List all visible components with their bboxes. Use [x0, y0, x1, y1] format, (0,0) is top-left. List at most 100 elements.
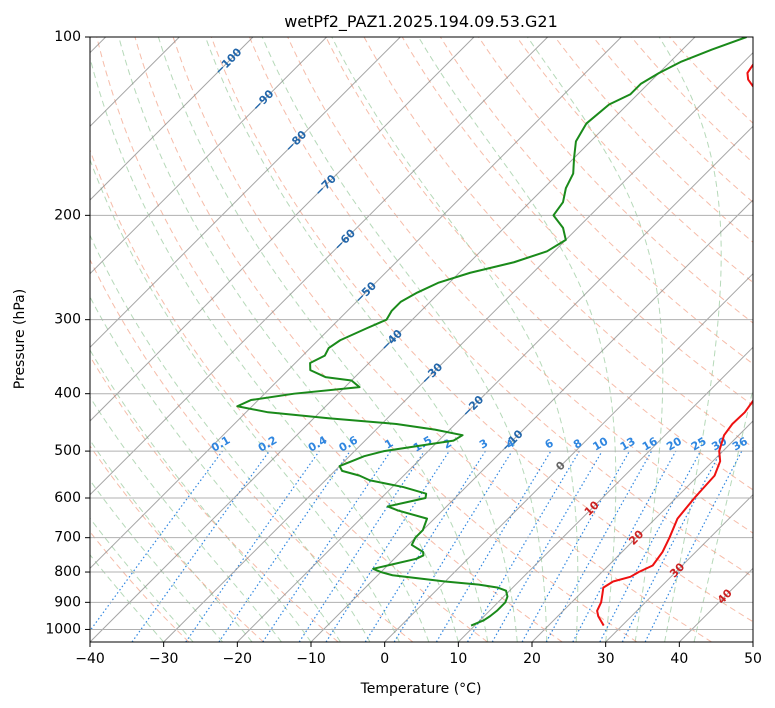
- mixing-ratio-lines: [90, 450, 743, 642]
- isotherm: [236, 125, 753, 642]
- mixing-ratio-line: [599, 450, 702, 642]
- dry-adiabat: [90, 445, 264, 642]
- dry-adiabat: [478, 37, 753, 324]
- dry-adiabat: [134, 37, 638, 642]
- x-tick-label: 0: [380, 651, 389, 667]
- dry-adiabat: [172, 37, 712, 642]
- dry-adiabat: [363, 37, 753, 448]
- mixing-ratio-line: [521, 450, 631, 642]
- isotherms: [90, 37, 753, 642]
- moist-adiabat: [90, 158, 400, 642]
- pressure-gridlines: [90, 37, 753, 630]
- y-tick-label: 100: [54, 29, 81, 45]
- moist-adiabat: [331, 37, 579, 642]
- chart-title: wetPf2_PAZ1.2025.194.09.53.G21: [284, 12, 558, 32]
- isotherm: [90, 37, 622, 570]
- isotherm: [90, 37, 549, 496]
- dry-adiabat: [90, 258, 414, 642]
- mixing-ratio-line: [364, 450, 486, 642]
- mixing-ratio-line: [325, 450, 450, 642]
- isotherm: [310, 199, 753, 642]
- isotherm: [678, 567, 753, 642]
- moist-adiabat: [204, 37, 518, 642]
- dry-adiabat: [592, 37, 753, 203]
- dry-adiabat: [96, 37, 563, 642]
- mixing-ratio-line: [298, 450, 425, 642]
- y-tick-label: 300: [54, 312, 81, 328]
- isotherm: [384, 272, 753, 642]
- dry-adiabat: [325, 37, 753, 491]
- mixing-ratio-label: 2: [441, 437, 454, 452]
- dry-adiabat: [90, 530, 190, 642]
- isotherm: [752, 641, 753, 642]
- moist-adiabat: [90, 55, 430, 642]
- x-tick-label: 20: [523, 651, 541, 667]
- moist-adiabats: [90, 37, 753, 642]
- y-axis: 100 200 300 400 500 600 700 800 900 1000: [45, 29, 90, 637]
- mixing-ratio-line: [185, 450, 320, 642]
- isotherm: [90, 37, 254, 201]
- isotherm: [531, 420, 753, 642]
- isotherm: [90, 37, 328, 275]
- mixing-ratio-line: [466, 450, 580, 642]
- x-tick-label: −10: [296, 651, 326, 667]
- mixing-ratio-line: [90, 450, 223, 632]
- mixing-ratio-line: [491, 450, 603, 642]
- plot-frame: [89, 36, 754, 643]
- moist-adiabat: [418, 37, 617, 642]
- dry-adiabat: [516, 37, 753, 284]
- mixing-ratio-line: [572, 450, 677, 642]
- isotherm: [90, 37, 696, 642]
- mixing-ratio-line: [435, 450, 552, 642]
- isotherm-labels: −100−90−80−70−60−50−40−30−20−100: [213, 45, 569, 473]
- dry-adiabat: [669, 37, 753, 124]
- mixing-ratio-line: [131, 450, 270, 642]
- dewpoint-line: [236, 37, 747, 627]
- moist-adiabat: [118, 37, 459, 642]
- y-tick-label: 500: [54, 443, 81, 459]
- moist-adiabat: [658, 37, 722, 642]
- x-tick-label: −40: [75, 651, 105, 667]
- isotherm: [457, 346, 753, 642]
- y-tick-label: 800: [54, 564, 81, 580]
- dry-adiabat: [210, 37, 753, 623]
- isotherm: [90, 37, 475, 422]
- x-axis-label: Temperature (°C): [360, 681, 482, 697]
- isotherm: [163, 51, 753, 642]
- profile-series: [236, 37, 753, 627]
- mixing-ratio-line: [393, 450, 513, 642]
- x-tick-label: 30: [597, 651, 615, 667]
- x-tick-label: 10: [449, 651, 467, 667]
- dry-adiabat: [439, 37, 753, 365]
- y-tick-label: 400: [54, 386, 81, 402]
- isotherm: [605, 493, 753, 642]
- dry-adiabat: [90, 355, 339, 642]
- dry-adiabat: [287, 37, 753, 534]
- y-tick-label: 1000: [45, 621, 81, 637]
- mixing-ratio-line: [218, 450, 351, 642]
- mixing-ratio-label: 3: [477, 437, 490, 452]
- x-axis: −40 −30 −20 −10 0 10 20 30 40 50: [75, 642, 762, 667]
- moist-adiabat: [90, 554, 165, 642]
- moist-adiabat: [527, 37, 664, 642]
- moist-adiabat: [90, 479, 223, 642]
- x-tick-label: −20: [223, 651, 253, 667]
- y-axis-label: Pressure (hPa): [12, 289, 28, 389]
- moist-adiabat: [261, 37, 548, 642]
- moist-adiabat: [90, 439, 253, 642]
- moist-adiabat: [90, 295, 341, 642]
- x-tick-label: −30: [149, 651, 179, 667]
- x-tick-label: 50: [744, 651, 762, 667]
- x-tick-label: 40: [670, 651, 688, 667]
- moist-adiabat: [90, 234, 371, 642]
- moist-adiabat: [157, 37, 489, 642]
- moist-adiabat: [90, 517, 194, 642]
- dry-adiabats: [90, 37, 753, 642]
- dry-adiabat: [630, 37, 753, 164]
- dry-adiabat: [401, 37, 753, 406]
- y-tick-label: 200: [54, 207, 81, 223]
- isotherm: [90, 37, 401, 349]
- moist-adiabat: [90, 396, 282, 642]
